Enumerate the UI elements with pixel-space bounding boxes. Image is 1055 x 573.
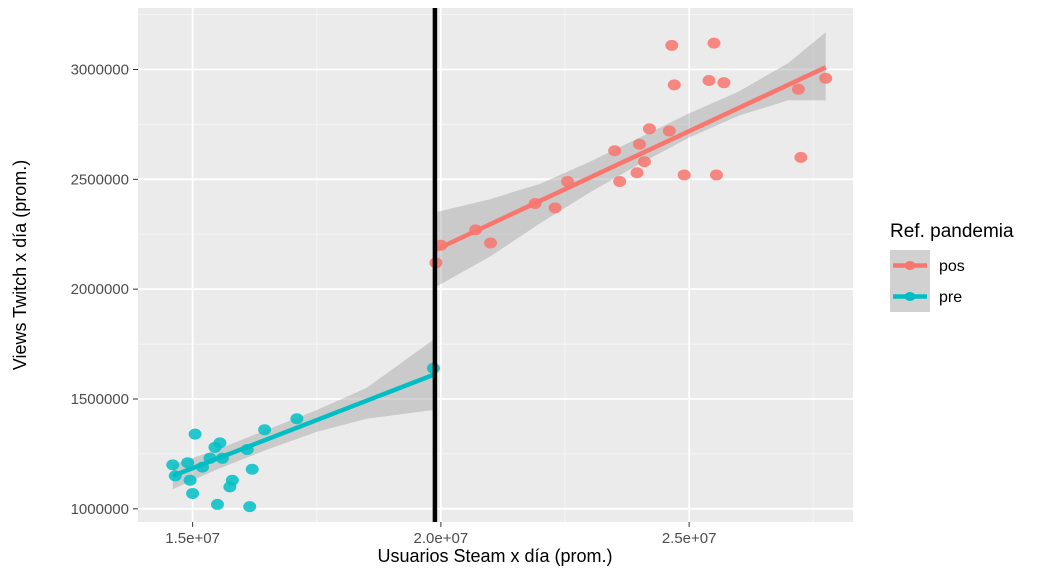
legend-key-point-pos <box>904 261 916 270</box>
y-tick-label: 2000000 <box>71 281 129 298</box>
data-point-pos <box>665 39 679 51</box>
data-point-pos <box>613 176 627 188</box>
y-tick-label: 1500000 <box>71 391 129 408</box>
data-point-pre <box>166 459 180 471</box>
data-point-pos <box>632 138 646 150</box>
data-point-pre <box>183 474 197 486</box>
x-axis-title: Usuarios Steam x día (prom.) <box>377 546 612 566</box>
y-tick-label: 3000000 <box>71 62 129 79</box>
data-point-pre <box>245 463 259 475</box>
data-point-pos <box>791 83 805 95</box>
y-tick-label: 1000000 <box>71 501 129 518</box>
data-point-pos <box>662 125 676 137</box>
fit-line-pre <box>171 372 435 478</box>
data-point-pos <box>548 202 562 214</box>
legend: Ref. pandemia pos pre <box>890 221 1014 312</box>
data-point-pre <box>243 501 257 513</box>
data-point-pos <box>667 79 681 91</box>
data-point-pre <box>210 498 224 510</box>
grid-minor <box>138 8 853 522</box>
data-point-pos <box>630 167 644 179</box>
panel-background <box>138 8 853 522</box>
data-point-pos <box>677 169 691 181</box>
data-point-pre <box>258 424 272 436</box>
data-point-pre <box>225 474 239 486</box>
x-tick-label: 2.5e+07 <box>662 530 717 547</box>
data-point-pos <box>794 151 808 163</box>
y-axis-title: Views Twitch x día (prom.) <box>10 160 30 370</box>
data-point-pre <box>188 428 202 440</box>
y-axis-ticks: 1000000 1500000 2000000 2500000 3000000 <box>71 62 138 518</box>
data-point-pos <box>819 72 833 84</box>
data-point-pre <box>186 487 200 499</box>
legend-title: Ref. pandemia <box>890 221 1014 242</box>
x-tick-label: 2.0e+07 <box>414 530 469 547</box>
data-point-pos <box>702 74 716 86</box>
data-point-pos <box>709 169 723 181</box>
fit-lines <box>171 65 827 478</box>
data-point-pos <box>707 37 721 49</box>
data-point-pre <box>290 413 304 425</box>
data-point-pos <box>642 123 656 135</box>
legend-label-pre: pre <box>939 289 962 306</box>
legend-key-point-pre <box>904 292 916 301</box>
y-tick-label: 2500000 <box>71 171 129 188</box>
x-tick-label: 1.5e+07 <box>165 530 220 547</box>
data-point-pos <box>608 145 622 157</box>
data-point-pre <box>213 437 227 449</box>
data-point-pre <box>181 457 195 469</box>
data-point-pos <box>637 156 651 168</box>
data-point-pos <box>717 77 731 89</box>
x-axis-ticks: 1.5e+07 2.0e+07 2.5e+07 <box>165 522 716 547</box>
data-point-pos <box>484 237 498 249</box>
legend-items: pos pre <box>890 250 965 312</box>
fit-line-pos <box>434 65 827 252</box>
legend-label-pos: pos <box>939 258 965 275</box>
